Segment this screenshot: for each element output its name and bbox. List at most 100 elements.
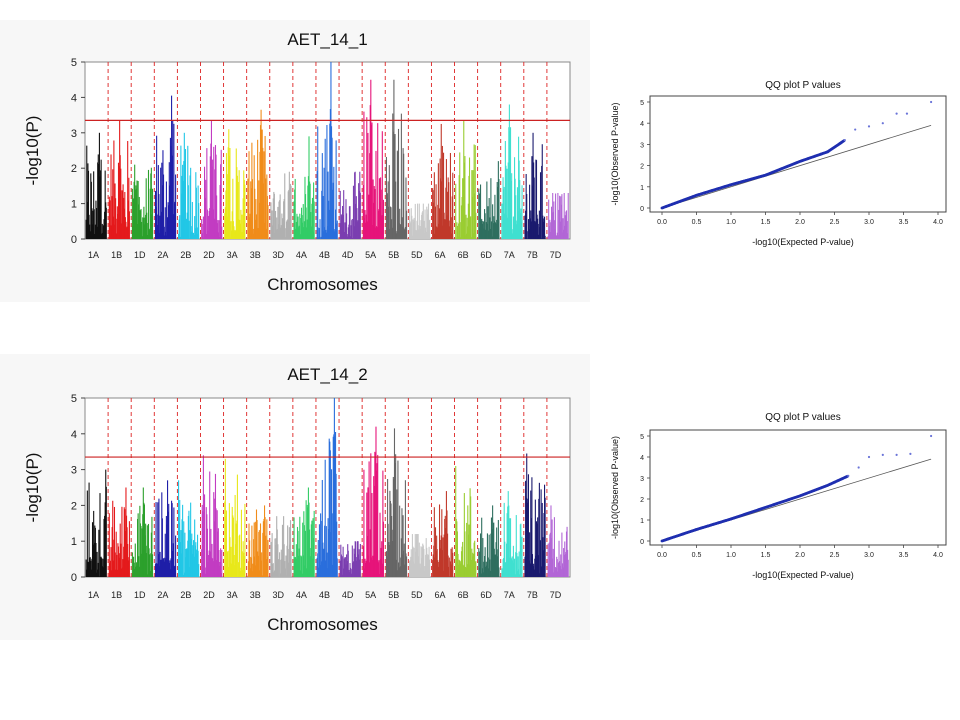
qq-point (843, 139, 846, 142)
x-tick-label: 3.0 (864, 219, 874, 226)
y-tick-label: 2 (640, 164, 644, 171)
chromosome-label: 2D (203, 250, 215, 260)
chromosome-2B-markers (178, 480, 200, 577)
manhattan-plot-1: 0 1 2 3 4 5 1A 1B 1D 2A 2B 2D 3A 3B 3D 4A 4B 4D 5A 5B 5D 6A 6B… (23, 30, 571, 294)
x-tick-label: 3.0 (864, 552, 874, 559)
y-axis-label: -log10(P) (23, 453, 42, 523)
chromosome-3A-markers (224, 458, 246, 577)
y-tick-label: 3 (640, 142, 644, 149)
chromosome-1A-markers (85, 469, 107, 577)
qq-x-axis-label: -log10(Expected P-value) (752, 570, 854, 580)
chromosome-label: 1A (88, 250, 99, 260)
chromosome-label: 4D (342, 590, 354, 600)
chromosome-label: 5B (388, 590, 399, 600)
y-tick-label: 0 (71, 572, 77, 584)
x-axis-label: Chromosomes (267, 275, 378, 294)
chromosome-label: 7D (550, 590, 562, 600)
x-tick-label: 0.5 (692, 219, 702, 226)
chromosome-label: 3D (273, 590, 285, 600)
qq-plot-area (649, 429, 947, 546)
chromosome-3D-markers (270, 516, 292, 577)
qq-title: QQ plot P values (765, 80, 840, 91)
qq-y-axis-label: -log10(Observed P-value) (610, 436, 620, 539)
chromosome-6D-markers (478, 505, 500, 577)
chromosome-6D-markers (478, 161, 500, 239)
qq-point (854, 128, 857, 131)
y-tick-label: 5 (640, 100, 644, 107)
chromosome-label: 3A (227, 590, 238, 600)
y-tick-label: 5 (640, 434, 644, 441)
chromosome-1D-markers (131, 487, 154, 577)
chromosome-6A-markers (432, 491, 454, 577)
chromosome-label: 3D (273, 250, 285, 260)
chromosome-6A-markers (432, 123, 454, 239)
chromosome-7D-markers (547, 192, 569, 239)
y-tick-label: 3 (71, 465, 77, 477)
chromosome-label: 3B (250, 590, 261, 600)
chromosome-2A-markers (154, 95, 177, 239)
chromosome-4B-markers (316, 62, 338, 239)
chromosome-label: 1D (134, 590, 146, 600)
y-tick-label: 4 (71, 92, 77, 104)
chromosome-3B-markers (247, 109, 269, 239)
chromosome-2D-markers (201, 455, 223, 577)
y-tick-label: 5 (71, 57, 77, 69)
qq-plot-2: 0.0 0.5 1.0 1.5 2.0 2.5 3.0 3.5 4.0 0 1 2 3 4 5 QQ plot… (610, 412, 947, 580)
chromosome-label: 2A (157, 250, 168, 260)
qq-point (867, 455, 871, 459)
x-tick-label: 1.0 (726, 552, 736, 559)
chromosome-label: 6B (458, 250, 469, 260)
y-tick-label: 2 (71, 163, 77, 175)
chromosome-label: 4B (319, 590, 330, 600)
chromosome-label: 6A (434, 250, 445, 260)
y-tick-label: 2 (71, 500, 77, 512)
qq-point (895, 453, 898, 456)
y-tick-label: 1 (71, 199, 77, 211)
chromosome-label: 4B (319, 250, 330, 260)
chromosome-label: 5A (365, 590, 376, 600)
y-axis-label: -log10(P) (23, 116, 42, 186)
chromosome-5B-markers (385, 79, 408, 239)
qq-plot-area (649, 95, 947, 213)
chromosome-label: 2A (157, 590, 168, 600)
chromosome-label: 7A (504, 590, 515, 600)
qq-point (881, 122, 884, 125)
qq-x-axis-label: -log10(Expected P-value) (752, 237, 854, 247)
chromosome-7A-markers (501, 104, 523, 239)
x-tick-label: 1.0 (726, 219, 736, 226)
x-tick-label: 1.5 (761, 219, 771, 226)
x-tick-label: 3.5 (899, 552, 909, 559)
chromosome-label: 1D (134, 250, 146, 260)
x-tick-label: 2.5 (830, 219, 840, 226)
chromosome-label: 4A (296, 250, 307, 260)
chromosome-7B-markers (524, 453, 546, 577)
x-tick-label: 2.5 (830, 552, 840, 559)
chromosome-5B-markers (385, 428, 408, 577)
chromosome-label: 6B (458, 590, 469, 600)
chromosome-2A-markers (154, 480, 177, 577)
chromosome-label: 1A (88, 590, 99, 600)
chromosome-5D-markers (408, 203, 431, 239)
qq-reference-line (661, 124, 932, 209)
chromosome-5A-markers (362, 79, 385, 239)
chromosome-2D-markers (201, 120, 223, 239)
qq-point (930, 100, 933, 104)
chromosome-label: 5D (411, 590, 423, 600)
chromosome-label: 6D (480, 590, 492, 600)
chromosome-5A-markers (362, 426, 385, 577)
chromosome-4B-markers (316, 398, 338, 577)
y-tick-label: 1 (71, 536, 77, 548)
chromosome-3B-markers (247, 505, 269, 577)
chromosome-3A-markers (224, 129, 246, 239)
chromosome-label: 7A (504, 250, 515, 260)
plot-title: AET_14_1 (287, 30, 367, 49)
x-tick-label: 0.0 (657, 219, 667, 226)
chromosome-label: 7B (527, 250, 538, 260)
chromosome-1B-markers (108, 120, 130, 239)
chromosome-label: 2B (180, 590, 191, 600)
chromosome-label: 6D (480, 250, 492, 260)
y-tick-label: 0 (640, 539, 644, 546)
x-tick-label: 0.5 (692, 552, 702, 559)
chromosome-7A-markers (501, 491, 523, 577)
